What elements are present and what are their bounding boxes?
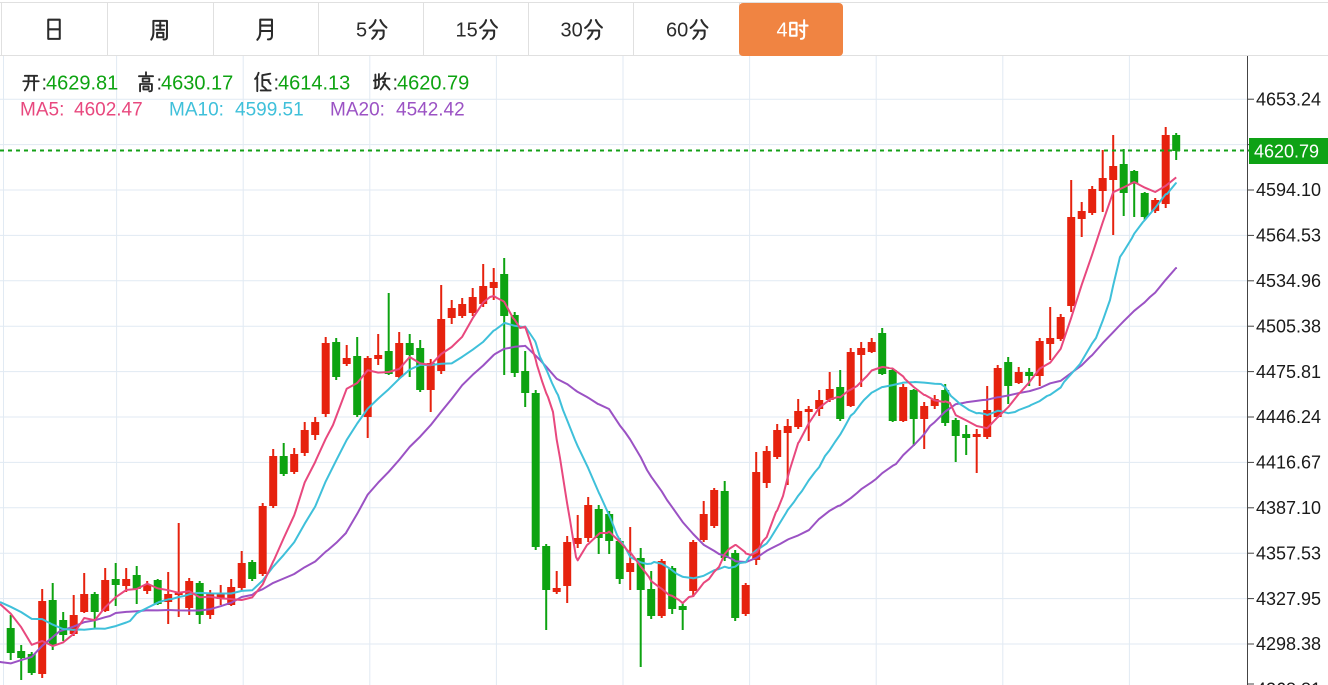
- svg-text:4594.10: 4594.10: [1256, 180, 1321, 200]
- svg-text:4653.24: 4653.24: [1256, 89, 1321, 109]
- svg-text:4564.53: 4564.53: [1256, 226, 1321, 246]
- svg-text:4629.81: 4629.81: [46, 72, 118, 94]
- svg-text::: :: [274, 72, 280, 94]
- svg-text:MA20:: MA20:: [330, 99, 385, 120]
- svg-text:4614.13: 4614.13: [278, 72, 350, 94]
- svg-text:4630.17: 4630.17: [161, 72, 233, 94]
- svg-text:MA10:: MA10:: [169, 99, 224, 120]
- svg-text:4268.81: 4268.81: [1256, 680, 1321, 685]
- svg-text:4534.96: 4534.96: [1256, 271, 1321, 291]
- svg-text:30: 30: [561, 20, 583, 42]
- svg-text:4446.24: 4446.24: [1256, 407, 1321, 427]
- svg-text:4387.10: 4387.10: [1256, 498, 1321, 518]
- svg-text:4599.51: 4599.51: [235, 99, 304, 120]
- svg-text:5: 5: [356, 20, 367, 42]
- svg-text:4620.79: 4620.79: [397, 72, 469, 94]
- svg-text:4475.81: 4475.81: [1256, 362, 1321, 382]
- svg-text:4505.38: 4505.38: [1256, 316, 1321, 336]
- svg-text:4327.95: 4327.95: [1256, 589, 1321, 609]
- svg-text:4620.79: 4620.79: [1254, 142, 1319, 162]
- svg-text::: :: [157, 72, 163, 94]
- svg-text:4602.47: 4602.47: [74, 99, 143, 120]
- svg-text::: :: [42, 72, 48, 94]
- svg-text:MA5:: MA5:: [20, 99, 64, 120]
- svg-text::: :: [393, 72, 399, 94]
- svg-text:4298.38: 4298.38: [1256, 634, 1321, 654]
- svg-text:4: 4: [777, 20, 788, 42]
- svg-text:15: 15: [456, 20, 478, 42]
- svg-text:4357.53: 4357.53: [1256, 543, 1321, 563]
- svg-text:60: 60: [666, 20, 688, 42]
- svg-text:4542.42: 4542.42: [396, 99, 465, 120]
- svg-text:4416.67: 4416.67: [1256, 453, 1321, 473]
